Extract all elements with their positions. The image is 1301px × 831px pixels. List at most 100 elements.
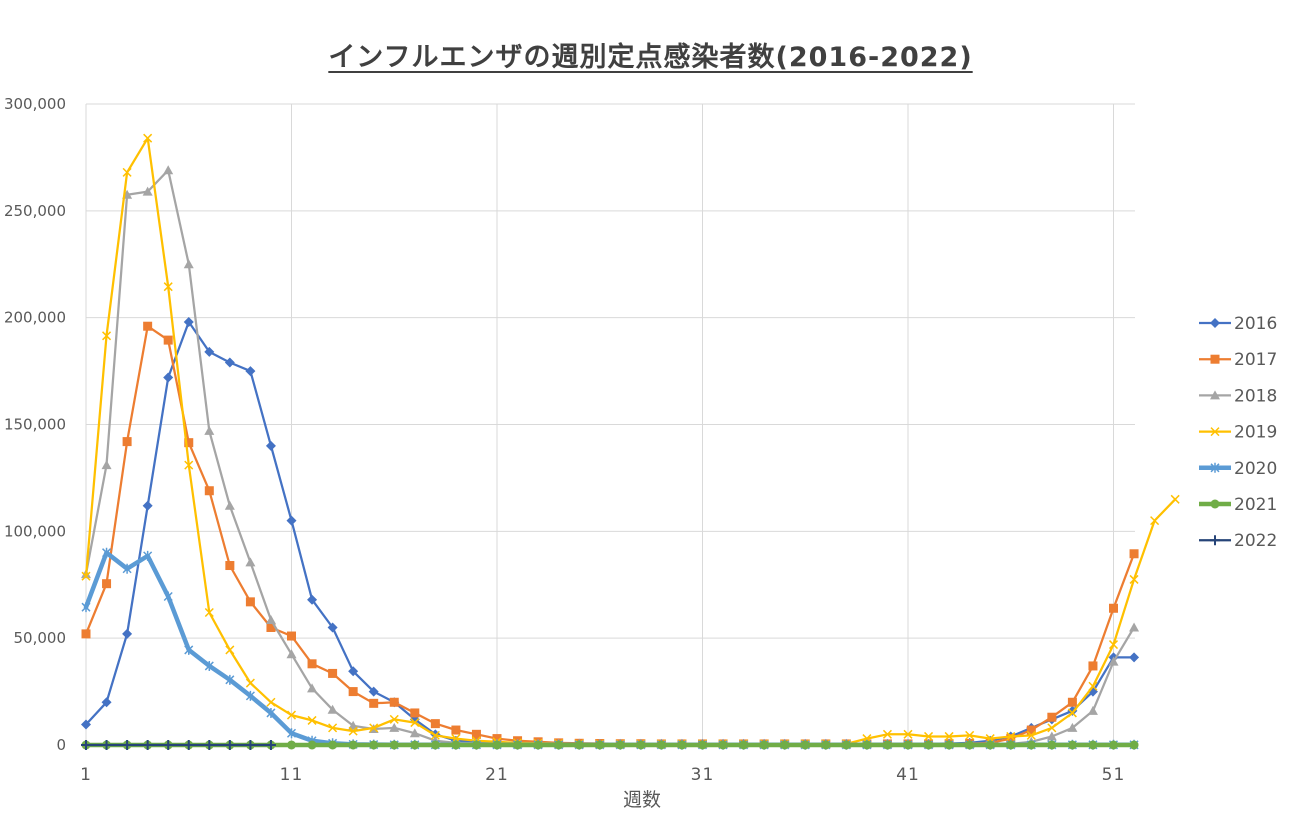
data-point (1150, 516, 1160, 526)
data-point (122, 628, 133, 639)
data-point (143, 133, 153, 143)
data-point (677, 740, 687, 750)
data-point (903, 729, 913, 739)
data-point (307, 740, 317, 750)
data-point (307, 683, 318, 693)
data-point (389, 697, 399, 707)
data-point (389, 722, 400, 732)
data-point (101, 697, 112, 708)
data-point (286, 728, 297, 739)
data-point (533, 740, 543, 750)
data-point (225, 561, 235, 571)
legend-marker (1210, 318, 1220, 328)
data-point (163, 372, 174, 383)
x-tick-label: 41 (896, 765, 920, 785)
data-point (245, 366, 256, 377)
data-point (656, 740, 666, 750)
data-point (163, 335, 173, 345)
legend-label: 2016 (1234, 314, 1277, 334)
data-point (430, 719, 440, 729)
data-point (369, 698, 379, 708)
data-point (142, 500, 153, 511)
data-point (225, 674, 235, 685)
data-point (163, 591, 173, 602)
data-point (985, 740, 995, 750)
y-tick-label: 100,000 (4, 522, 66, 540)
data-point (369, 723, 379, 733)
data-point (81, 629, 91, 639)
data-point (1088, 681, 1098, 691)
legend-marker (1210, 535, 1220, 546)
data-point (286, 515, 297, 526)
gridlines (86, 103, 1135, 745)
data-point (965, 740, 975, 750)
data-point (183, 740, 194, 750)
data-point (245, 690, 255, 701)
legend-label: 2018 (1234, 386, 1277, 406)
data-point (821, 740, 831, 750)
chart-title: インフルエンザの週別定点感染者数(2016-2022) (328, 42, 973, 73)
x-tick-label: 51 (1102, 765, 1126, 785)
legend-item-2016: 2016 (1199, 314, 1277, 334)
data-point (101, 460, 112, 470)
data-point (183, 316, 194, 327)
data-point (204, 486, 214, 496)
data-point (307, 594, 318, 605)
data-point (615, 740, 625, 750)
data-point (163, 282, 173, 292)
data-point (1026, 730, 1036, 740)
data-point (102, 547, 112, 558)
data-point (122, 167, 132, 177)
data-point (81, 602, 91, 613)
data-point (554, 740, 564, 750)
data-point (882, 740, 892, 750)
data-point (1129, 740, 1139, 750)
series-line (83, 550, 1137, 748)
data-point (492, 734, 502, 744)
data-point (451, 740, 461, 750)
data-point (389, 740, 399, 750)
series-line (84, 137, 1177, 746)
legend-item-2022: 2022 (1199, 531, 1277, 551)
data-point (327, 704, 338, 714)
data-point (81, 571, 91, 581)
data-point (389, 714, 399, 724)
data-point (780, 740, 790, 750)
x-tick-label: 21 (485, 765, 509, 785)
data-point (718, 740, 728, 750)
data-point (1129, 652, 1140, 663)
series-2018 (81, 165, 1140, 748)
data-point (965, 730, 975, 740)
series-2022 (81, 740, 276, 750)
legend-label: 2020 (1234, 459, 1277, 479)
data-point (204, 660, 214, 671)
data-point (882, 729, 892, 739)
data-point (759, 740, 769, 750)
data-point (122, 563, 132, 574)
y-tick-label: 200,000 (4, 309, 66, 327)
x-axis-title: 週数 (623, 789, 661, 811)
data-point (265, 740, 276, 750)
data-point (245, 557, 256, 567)
data-point (224, 500, 235, 510)
data-point (204, 607, 214, 618)
data-point (800, 740, 810, 750)
data-point (225, 645, 235, 655)
data-point (286, 649, 297, 659)
data-point (1087, 705, 1098, 715)
data-point (287, 631, 296, 641)
data-point (184, 644, 194, 655)
data-point (266, 697, 276, 707)
legend-item-2017: 2017 (1199, 350, 1277, 370)
data-point (1129, 574, 1139, 584)
data-point (492, 740, 502, 750)
legend-marker (1210, 390, 1220, 400)
series-2020 (81, 547, 1139, 750)
data-point (595, 740, 605, 750)
data-point (1006, 740, 1016, 750)
data-point (307, 659, 317, 669)
data-point (163, 740, 174, 750)
data-point (1067, 708, 1077, 718)
data-point (102, 331, 112, 341)
